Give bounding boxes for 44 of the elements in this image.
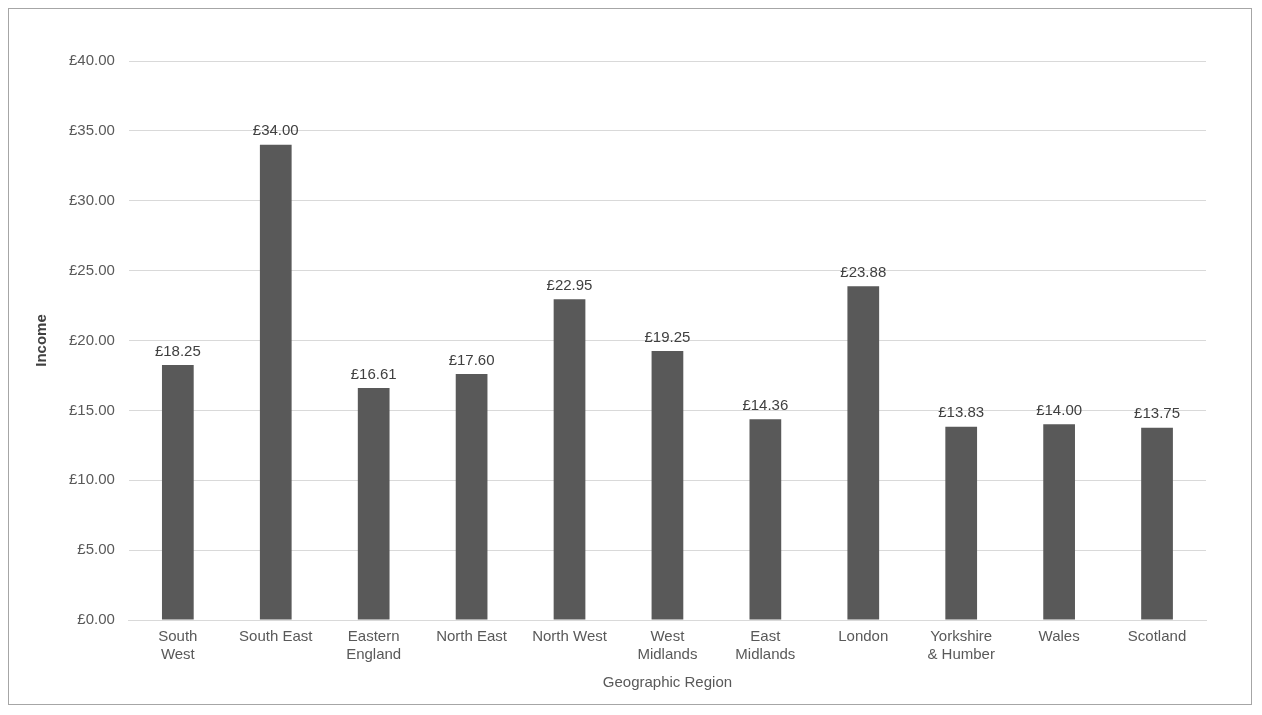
y-tick-label: £20.00 (68, 330, 115, 348)
y-axis-title: Income (32, 314, 50, 367)
bar (455, 374, 488, 620)
x-tick-label: South East (239, 627, 314, 645)
bar (259, 144, 292, 620)
y-tick-label: £10.00 (68, 470, 115, 488)
y-tick-label: £15.00 (68, 400, 115, 418)
data-label: £23.88 (840, 262, 887, 280)
x-tick-label: East Midlands (735, 627, 796, 663)
data-label: £14.00 (1036, 400, 1083, 418)
data-label: £19.25 (644, 327, 691, 345)
y-tick-label: £0.00 (77, 610, 115, 628)
bar (749, 419, 782, 620)
data-label: £16.61 (350, 364, 397, 382)
bar (1043, 424, 1075, 620)
data-label: £17.60 (448, 350, 495, 368)
x-tick-label: Wales (1038, 627, 1080, 645)
bar (651, 350, 684, 620)
x-tick-label: Eastern England (346, 627, 402, 663)
y-tick-label: £25.00 (68, 260, 115, 278)
bar (553, 299, 586, 620)
data-label: £13.75 (1134, 404, 1180, 422)
data-label: £14.36 (742, 395, 789, 413)
bar (1141, 427, 1173, 620)
bar (357, 387, 390, 620)
x-axis-title: Geographic Region (602, 673, 733, 691)
x-tick-label: Yorkshire & Humber (927, 627, 995, 663)
x-tick-label: North East (436, 627, 508, 645)
data-label: £22.95 (546, 275, 593, 293)
x-tick-label: South West (158, 627, 198, 663)
y-tick-label: £5.00 (77, 540, 115, 558)
data-label: £18.25 (154, 341, 201, 359)
data-label: £34.00 (252, 121, 299, 139)
x-tick-label: London (838, 627, 889, 645)
x-tick-label: Scotland (1127, 627, 1187, 645)
data-label: £13.83 (938, 403, 985, 421)
bar (847, 286, 880, 620)
x-tick-label: West Midlands (637, 627, 698, 663)
bar (161, 364, 194, 620)
y-tick-label: £30.00 (68, 190, 115, 208)
y-tick-label: £35.00 (68, 121, 115, 139)
bar (945, 426, 978, 620)
y-tick-label: £40.00 (68, 51, 115, 69)
x-tick-label: North West (532, 627, 608, 645)
